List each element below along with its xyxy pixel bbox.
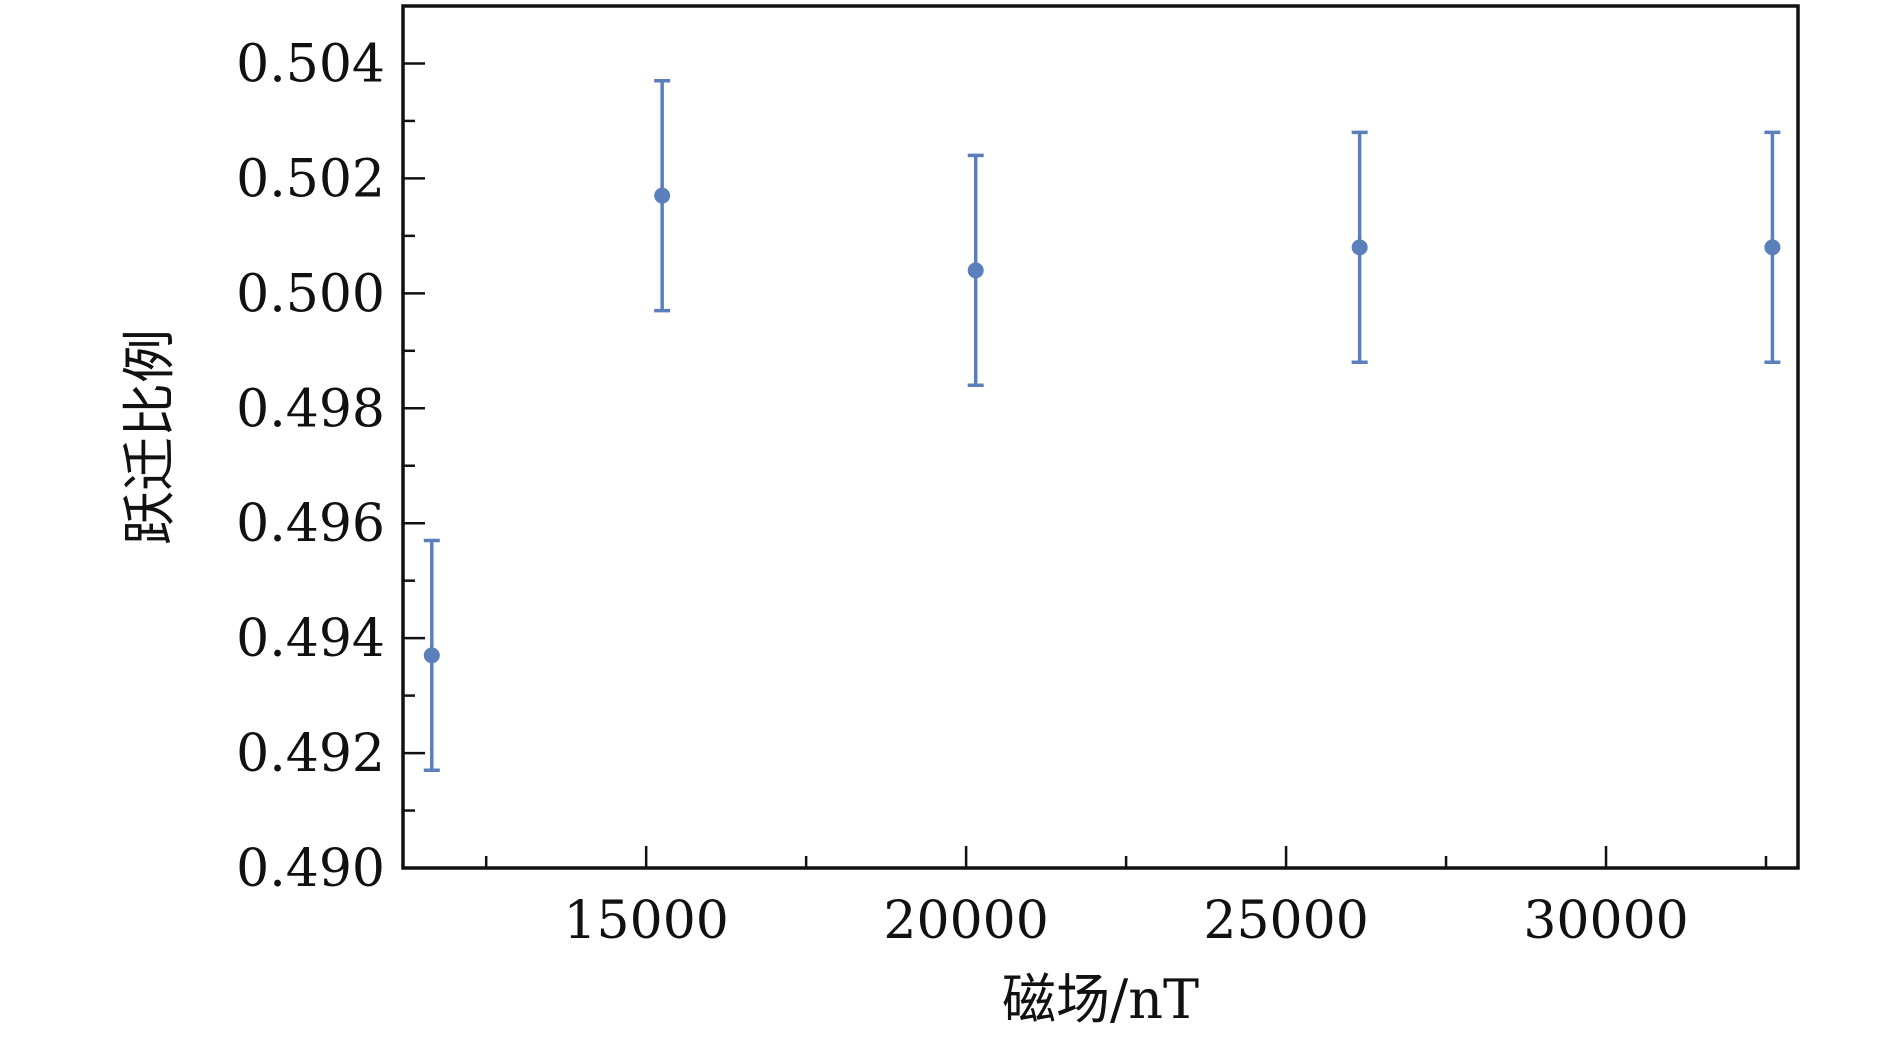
y-tick-label: 0.504 <box>236 34 385 94</box>
y-tick-label: 0.490 <box>236 839 385 899</box>
ticks-layer: 15000 20000 25000 30000 0.490 0.492 0.494 0.496… <box>236 34 1768 951</box>
marker <box>1764 239 1781 256</box>
marker <box>967 262 984 279</box>
points-layer <box>423 78 1781 773</box>
y-tick-label: 0.502 <box>236 149 385 209</box>
data-point <box>423 538 440 773</box>
x-tick-label: 15000 <box>563 891 728 951</box>
y-tick-label: 0.496 <box>236 494 385 554</box>
y-axis-title: 跃迁比例 <box>118 329 181 545</box>
x-tick-label: 20000 <box>883 891 1048 951</box>
y-tick-label: 0.492 <box>236 724 385 784</box>
data-point <box>1351 130 1368 365</box>
y-tick-label: 0.494 <box>236 609 385 669</box>
marker <box>423 647 440 664</box>
data-point <box>1764 130 1781 365</box>
marker <box>1351 239 1368 256</box>
x-tick-label: 30000 <box>1523 891 1688 951</box>
plot-frame <box>401 4 1800 870</box>
marker <box>654 187 671 204</box>
data-point <box>654 78 671 313</box>
x-axis-title: 磁场/nT <box>1002 968 1199 1031</box>
y-tick-label: 0.500 <box>236 264 385 324</box>
y-tick-label: 0.498 <box>236 379 385 439</box>
x-tick-label: 25000 <box>1203 891 1368 951</box>
data-point <box>967 153 984 388</box>
